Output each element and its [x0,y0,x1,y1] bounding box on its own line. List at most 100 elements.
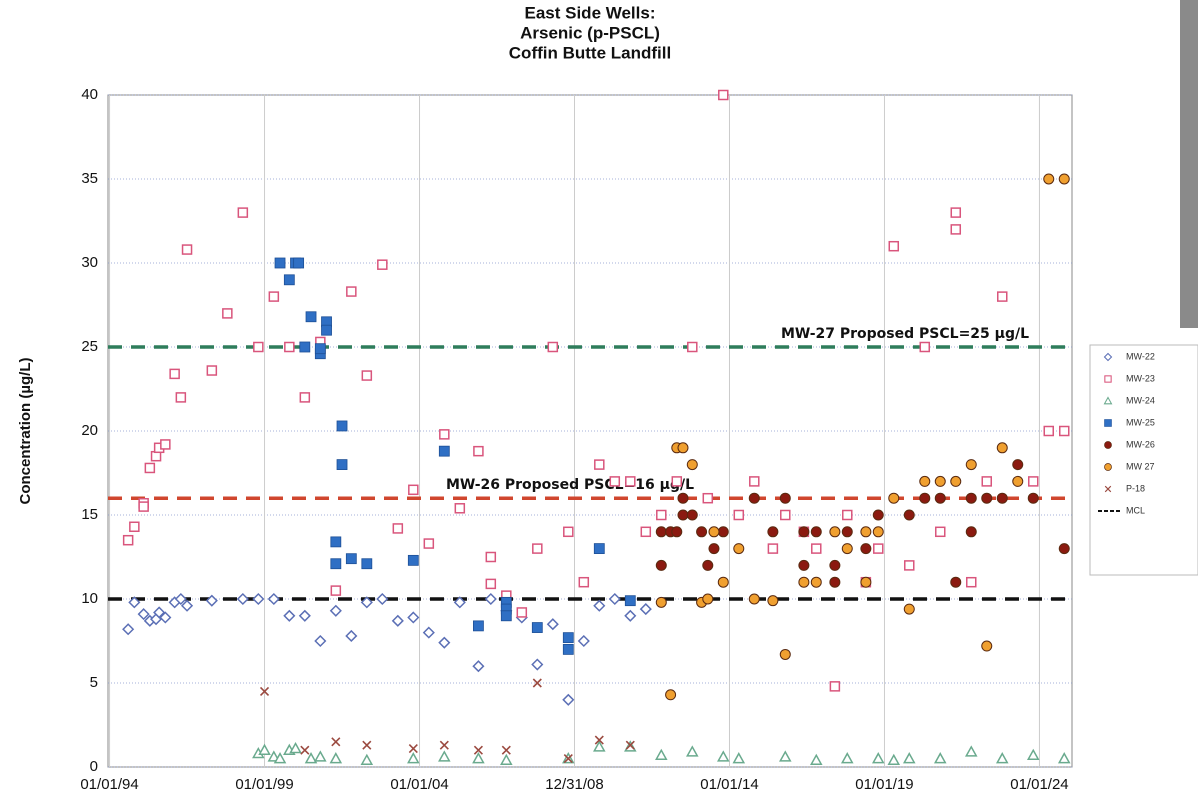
marker [253,341,264,353]
marker [872,509,884,521]
marker [1012,459,1024,471]
marker [206,365,218,376]
marker [1104,441,1112,449]
legend-item: P-18 [1104,483,1145,493]
marker [289,741,302,754]
y-tick-label: 10 [81,590,98,607]
marker [577,634,590,648]
marker [299,341,311,353]
marker [686,745,699,757]
marker [593,543,605,554]
marker [655,559,667,571]
marker [686,509,698,521]
marker [671,476,683,487]
y-tick-label: 5 [90,674,98,691]
marker [516,607,528,618]
marker [473,620,484,632]
marker [330,536,342,548]
marker [222,308,233,319]
marker [473,745,483,755]
legend-label: MW 27 [1126,461,1155,471]
marker [717,526,729,538]
legend-item: MW-22 [1103,351,1155,362]
y-tick-label: 0 [90,758,98,775]
marker [655,748,668,760]
marker [996,492,1008,504]
marker [122,534,134,546]
marker [594,459,605,470]
marker [345,553,357,565]
marker [138,501,149,512]
marker [314,343,326,355]
marker [829,559,841,571]
marker [485,551,497,563]
legend [1089,344,1198,576]
marker [996,442,1008,454]
marker [798,526,810,538]
marker [677,509,689,521]
marker [708,526,720,538]
marker [283,274,295,286]
marker [609,476,621,487]
marker [965,526,977,538]
marker [950,207,962,218]
marker [129,521,140,533]
marker [934,492,946,504]
marker [137,608,150,621]
marker [995,752,1009,764]
x-tick-label: 01/01/19 [855,776,913,793]
marker [298,609,311,622]
marker [902,752,916,764]
x-tick-label: 12/31/08 [545,776,603,793]
legend-label: MCL [1126,505,1145,515]
marker [919,475,931,487]
marker [702,559,714,571]
legend-item: MW-24 [1103,395,1155,405]
marker [531,658,544,671]
marker [1103,396,1113,405]
marker [655,526,667,538]
marker [422,626,435,639]
marker [304,752,318,764]
legend-item: MCL [1098,505,1145,515]
marker [702,593,714,605]
marker [702,492,714,504]
marker [330,585,342,596]
marker [336,420,348,432]
marker [732,752,746,764]
marker [717,576,729,588]
marker [981,492,993,504]
marker [330,558,342,570]
y-axis-label: Concentration (µg/L) [17,358,34,505]
legend-item: MW-23 [1104,373,1155,383]
marker [438,445,450,457]
marker [407,611,420,624]
marker [472,752,485,764]
chart-title: Coffin Butte Landfill [509,43,671,62]
marker [284,341,295,353]
marker [829,526,841,538]
marker [779,648,791,660]
marker [829,681,841,692]
marker [671,526,683,538]
marker [687,341,698,353]
marker [563,526,574,538]
legend-label: MW-24 [1126,395,1155,405]
marker [810,753,823,766]
x-tick-label: 01/01/99 [235,776,293,793]
marker [122,623,135,636]
marker [624,595,636,607]
marker [532,678,542,688]
marker [299,392,311,403]
marker [1103,352,1113,362]
marker [160,439,171,450]
marker [473,445,484,457]
marker [966,576,977,588]
marker [408,484,419,496]
x-tick-label: 01/01/04 [390,776,448,793]
legend-label: MW-26 [1126,439,1155,449]
marker [841,526,853,538]
x-tick-label: 01/01/24 [1010,776,1068,793]
marker [423,538,435,549]
